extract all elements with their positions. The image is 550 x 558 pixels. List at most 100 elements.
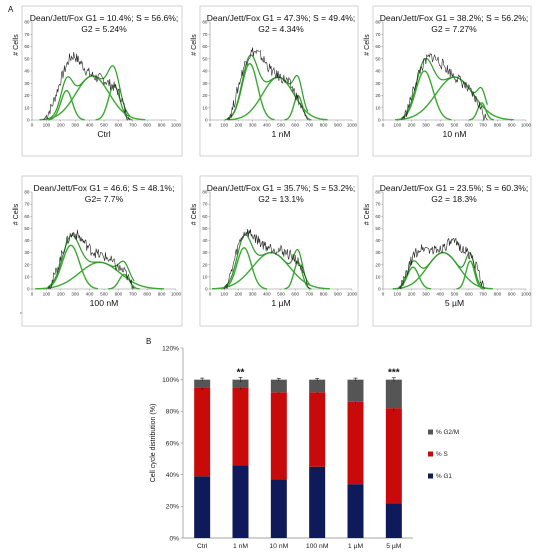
dna-histogram-trace [223,229,310,290]
fit-sum-curve [223,234,310,288]
y-tick-label: 70 [202,32,208,37]
x-tick-label: 600 [465,123,473,128]
x-tick-label: 200 [235,123,243,128]
bar-segment-s [232,387,249,466]
y-tick-label: 70 [375,32,381,37]
legend-label: % S [436,451,448,458]
y-tick-label: 50 [375,226,381,231]
y-tick-label: 60 [202,214,208,219]
panel-frame [372,5,532,157]
y-tick-label: 10 [202,105,208,110]
x-tick-label: 300 [71,292,79,297]
bar-segment-g1 [270,479,287,538]
bar-segment-s [385,408,402,504]
y-tick-label: 30 [24,250,30,255]
bar-segment-g2m [347,379,364,402]
legend-swatch [428,429,433,435]
y-axis-label: # Cells [364,34,371,56]
y-axis-label: # Cells [191,203,198,225]
x-tick-label: 100 [43,123,51,128]
y-tick-label: 50 [24,226,30,231]
y-tick-label: 20 [375,93,381,98]
bar-segment-g2m [194,379,211,388]
bar-category-label: 1 µM [348,543,364,550]
bar-segment-s [309,392,326,467]
y-tick-label: 60 [24,214,30,219]
x-tick-label: 100 [393,292,401,297]
y-tick-label: 0 [205,118,208,123]
y-tick-label: 50 [24,56,30,61]
x-tick-label: 500 [277,292,285,297]
bar-segment-g1 [347,484,364,538]
y-tick-label: 80 [24,20,30,25]
x-tick-label: 400 [263,123,271,128]
x-tick-label: 900 [334,292,342,297]
y-tick-label: 60 [375,44,381,49]
panel-frame [21,5,183,157]
y-tick-label: 70 [24,202,30,207]
x-tick-label: 700 [129,292,137,297]
dna-histogram-trace [43,52,131,121]
x-tick-label: 400 [436,292,444,297]
x-tick-label: 1000 [171,292,182,297]
bar-segment-g2m [309,379,326,393]
x-tick-label: 900 [158,292,166,297]
x-tick-label: 0 [31,292,34,297]
x-tick-label: 200 [235,292,243,297]
bar-segment-g1 [385,503,402,538]
x-tick-label: 400 [436,123,444,128]
bar-category-label: 10 nM [269,543,288,550]
y-tick-label: 20 [202,262,208,267]
bar-y-tick-label: 60% [166,440,179,447]
x-tick-label: 1000 [521,292,532,297]
x-tick-label: 800 [320,292,328,297]
y-tick-label: 0 [27,287,30,292]
x-tick-label: 700 [129,123,137,128]
bar-category-label: Ctrl [197,543,208,550]
x-tick-label: 300 [422,292,430,297]
bar-segment-g2m [232,379,249,388]
y-tick-label: 0 [205,287,208,292]
panel-label-a: A [8,5,14,14]
bar-segment-s [347,401,364,485]
fit-component-g2 [456,260,484,290]
fit-component-g1 [396,70,452,121]
dna-histogram-trace [226,47,309,121]
fit-component-g2 [284,94,312,121]
x-tick-label: 1000 [347,292,358,297]
model-annotation-line: G2 = 5.24% [81,24,127,34]
model-annotation-line: Dean/Jett/Fox G1 = 10.4%; S = 56.6%; [30,13,179,23]
model-annotation-line: Dean/Jett/Fox G1 = 46.6; S = 48.1%; [34,183,175,193]
panel-frame [199,175,359,327]
model-annotation-line: G2 = 18.3% [431,194,477,204]
x-tick-label: 300 [71,123,79,128]
x-tick-label: 600 [291,292,299,297]
x-tick-label: 700 [306,123,314,128]
dna-histogram-trace [398,237,485,290]
y-axis-label: # Cells [191,34,198,56]
x-tick-label: 600 [291,123,299,128]
y-tick-label: 30 [202,250,208,255]
y-tick-label: 60 [375,214,381,219]
x-tick-label: 700 [479,292,487,297]
x-tick-label: 900 [508,123,516,128]
panel-label-b: B [146,337,151,346]
x-tick-label: 0 [31,123,34,128]
x-tick-label: 1000 [171,123,182,128]
model-annotation-line: G2= 7.7% [85,194,124,204]
x-tick-label: 800 [494,123,502,128]
fit-component-g2 [107,273,140,290]
model-annotation-line: Dean/Jett/Fox G1 = 35.7%; S = 53.2%; [207,183,356,193]
bar-category-label: 1 nM [233,543,248,550]
y-tick-label: 80 [375,190,381,195]
x-tick-label: 0 [209,123,212,128]
fit-sum-curve [43,65,131,121]
x-tick-label: 1000 [521,123,532,128]
y-tick-label: 20 [375,262,381,267]
x-tick-label: 500 [451,292,459,297]
model-annotation-line: Dean/Jett/Fox G1 = 38.2%; S = 56.2%; [380,13,529,23]
y-tick-label: 70 [375,202,381,207]
bar-y-tick-label: 80% [166,409,179,416]
